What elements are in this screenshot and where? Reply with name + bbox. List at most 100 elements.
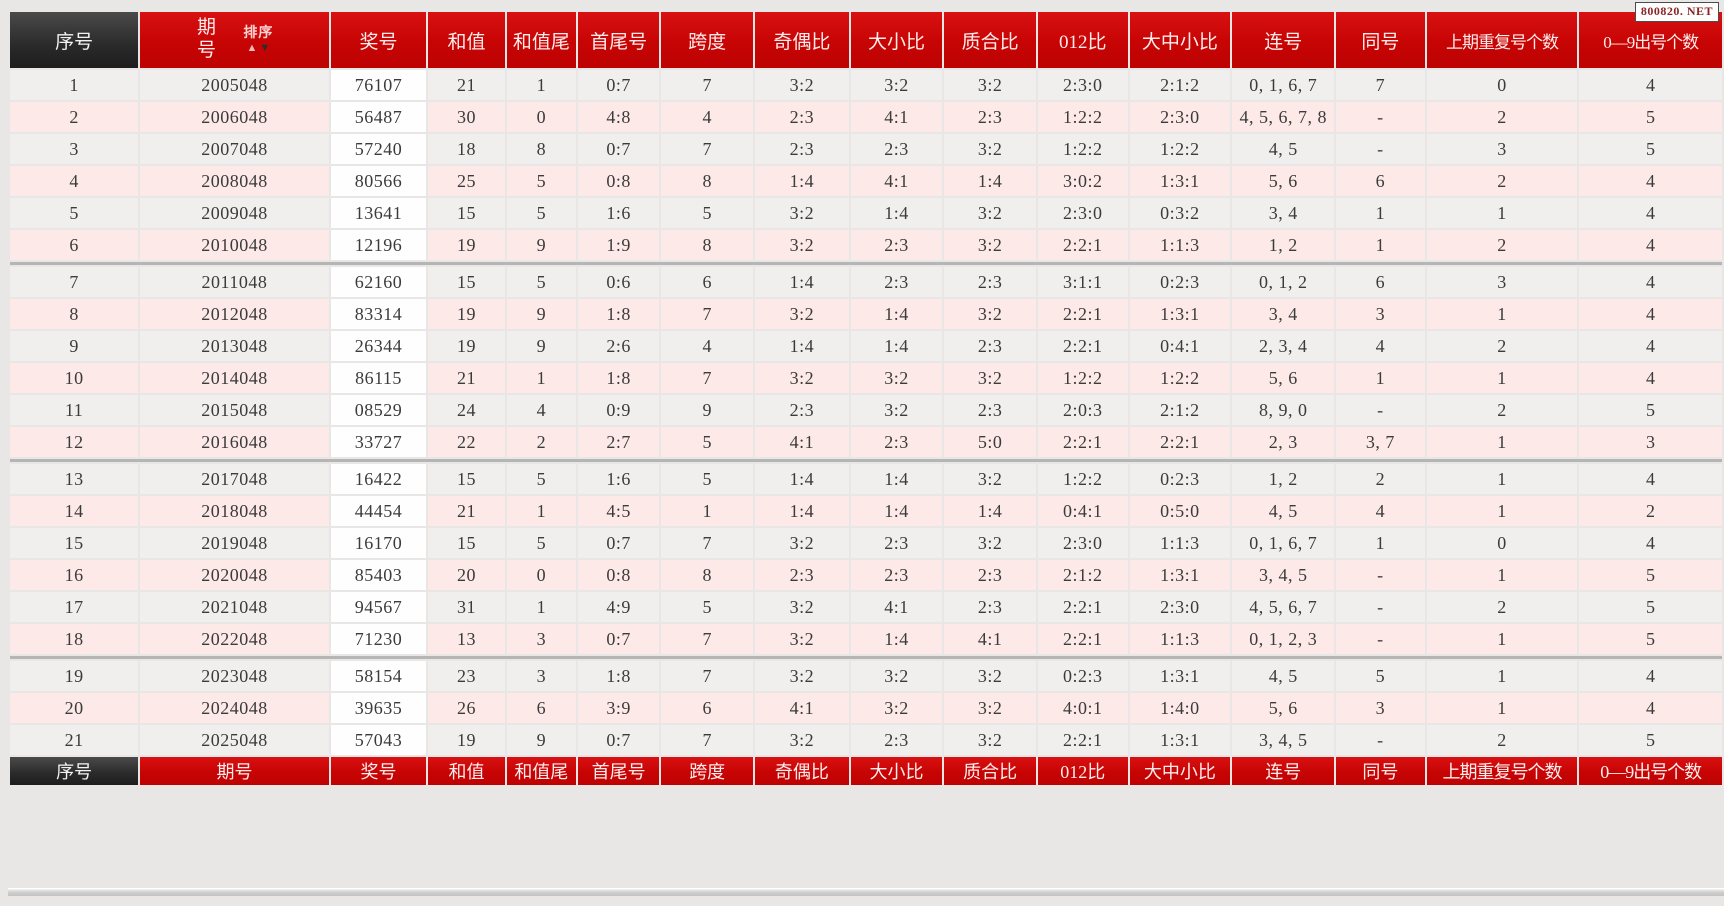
cell: 0:5:0 bbox=[1129, 496, 1231, 526]
cell: 1:2:2 bbox=[1037, 363, 1128, 393]
cell: 1 bbox=[506, 363, 576, 393]
cell: 26 bbox=[428, 693, 505, 723]
cell: 4:1 bbox=[755, 427, 849, 457]
cell: 16422 bbox=[330, 464, 427, 494]
footer-digit-count: 0—9出号个数 bbox=[1579, 757, 1722, 785]
cell: 4:1 bbox=[944, 624, 1036, 654]
cell: 7 bbox=[661, 528, 753, 558]
cell: 5 bbox=[1579, 395, 1722, 425]
table-row: 3 2007048 57240 18 8 0:7 7 2:3 2:3 3:2 1:2:2 1:2:2 4… bbox=[10, 134, 1722, 164]
cell: - bbox=[1336, 395, 1425, 425]
cell: 4 bbox=[661, 102, 753, 132]
cell: 2:2:1 bbox=[1037, 230, 1128, 260]
cell: 3:9 bbox=[577, 693, 660, 723]
cell: 3, 4, 5 bbox=[1232, 725, 1335, 755]
cell: 5 bbox=[1579, 134, 1722, 164]
cell: 3:2 bbox=[944, 299, 1036, 329]
cell: 4 bbox=[1579, 693, 1722, 723]
cell: 5 bbox=[506, 528, 576, 558]
cell: 1, 2 bbox=[1232, 464, 1335, 494]
cell: 8, 9, 0 bbox=[1232, 395, 1335, 425]
cell: 2:1:2 bbox=[1129, 395, 1231, 425]
table-row: 1 2005048 76107 21 1 0:7 7 3:2 3:2 3:2 2:3:0 2:1:2 0… bbox=[10, 70, 1722, 100]
cell: 2017048 bbox=[140, 464, 329, 494]
cell: 7 bbox=[661, 624, 753, 654]
cell: 23 bbox=[428, 661, 505, 691]
cell: 3:2 bbox=[755, 528, 849, 558]
cell: - bbox=[1336, 134, 1425, 164]
table-row: 5 2009048 13641 15 5 1:6 5 3:2 1:4 3:2 2:3:0 0:3:2 3… bbox=[10, 198, 1722, 228]
cell: 10 bbox=[10, 363, 139, 393]
cell: 0:9 bbox=[577, 395, 660, 425]
col-header-first-last: 首尾号 bbox=[577, 12, 660, 68]
cell: 1:1:3 bbox=[1129, 230, 1231, 260]
table-row: 8 2012048 83314 19 9 1:8 7 3:2 1:4 3:2 2:2:1 1:3:1 3… bbox=[10, 299, 1722, 329]
cell: 8 bbox=[661, 166, 753, 196]
cell: 5 bbox=[1579, 560, 1722, 590]
footer-row: 序号 期号 奖号 和值 和值尾 首尾号 跨度 奇偶比 大小比 质合比 012比 … bbox=[10, 757, 1722, 785]
cell: 22 bbox=[428, 427, 505, 457]
cell: 1 bbox=[1426, 198, 1578, 228]
cell: 2014048 bbox=[140, 363, 329, 393]
cell: 5, 6 bbox=[1232, 166, 1335, 196]
cell: - bbox=[1336, 725, 1425, 755]
cell: 0 bbox=[506, 560, 576, 590]
cell: 7 bbox=[10, 267, 139, 297]
cell: 3:2 bbox=[944, 70, 1036, 100]
cell: 3:2 bbox=[755, 70, 849, 100]
cell: 1 bbox=[10, 70, 139, 100]
table-row: 21 2025048 57043 19 9 0:7 7 3:2 2:3 3:2 2:2:1 1:3:1… bbox=[10, 725, 1722, 755]
cell: 1:4 bbox=[850, 299, 943, 329]
cell: 3:0:2 bbox=[1037, 166, 1128, 196]
table-row: 16 2020048 85403 20 0 0:8 8 2:3 2:3 2:3 2:1:2 1:3:1… bbox=[10, 560, 1722, 590]
cell: 1:4:0 bbox=[1129, 693, 1231, 723]
cell: 1:4 bbox=[850, 624, 943, 654]
cell: 3 bbox=[1426, 134, 1578, 164]
cell: 0:2:3 bbox=[1037, 661, 1128, 691]
cell: 4:0:1 bbox=[1037, 693, 1128, 723]
sort-asc-icon[interactable]: ▲ bbox=[246, 41, 258, 54]
cell: 39635 bbox=[330, 693, 427, 723]
cell: 2:3:0 bbox=[1129, 102, 1231, 132]
cell: 3:2 bbox=[944, 230, 1036, 260]
col-header-serial: 序号 bbox=[10, 12, 139, 68]
cell: 5 bbox=[1579, 592, 1722, 622]
cell: 1:4 bbox=[755, 331, 849, 361]
col-header-sum: 和值 bbox=[428, 12, 505, 68]
cell: 2:2:1 bbox=[1129, 427, 1231, 457]
sort-control[interactable]: 排序 ▲ ▼ bbox=[243, 25, 274, 54]
cell: 3:2 bbox=[944, 528, 1036, 558]
cell: 1:3:1 bbox=[1129, 166, 1231, 196]
cell: 0, 1, 2, 3 bbox=[1232, 624, 1335, 654]
cell: 3:1:1 bbox=[1037, 267, 1128, 297]
sort-desc-icon[interactable]: ▼ bbox=[259, 41, 271, 54]
cell: 0:7 bbox=[577, 528, 660, 558]
cell: 6 bbox=[661, 267, 753, 297]
cell: 3 bbox=[1579, 427, 1722, 457]
cell: 80566 bbox=[330, 166, 427, 196]
cell: 2005048 bbox=[140, 70, 329, 100]
col-header-consecutive: 连号 bbox=[1232, 12, 1335, 68]
cell: 0:4:1 bbox=[1037, 496, 1128, 526]
cell: 4 bbox=[1579, 267, 1722, 297]
cell: 12196 bbox=[330, 230, 427, 260]
table-row: 12 2016048 33727 22 2 2:7 5 4:1 2:3 5:0 2:2:1 2:2:1… bbox=[10, 427, 1722, 457]
cell: 6 bbox=[1336, 166, 1425, 196]
cell: 4 bbox=[1336, 496, 1425, 526]
cell: 2010048 bbox=[140, 230, 329, 260]
col-header-repeat-count: 上期重复号个数 bbox=[1426, 12, 1578, 68]
cell: 2:1:2 bbox=[1129, 70, 1231, 100]
cell: 4 bbox=[1579, 299, 1722, 329]
bottom-divider bbox=[8, 888, 1724, 896]
cell: 21 bbox=[428, 70, 505, 100]
cell: 58154 bbox=[330, 661, 427, 691]
cell: 4, 5, 6, 7, 8 bbox=[1232, 102, 1335, 132]
cell: 1, 2 bbox=[1232, 230, 1335, 260]
cell: 2:3 bbox=[850, 267, 943, 297]
sort-label[interactable]: 排序 bbox=[243, 25, 274, 41]
table-row: 10 2014048 86115 21 1 1:8 7 3:2 3:2 3:2 1:2:2 1:2:2… bbox=[10, 363, 1722, 393]
cell: 2 bbox=[1426, 725, 1578, 755]
cell: 33727 bbox=[330, 427, 427, 457]
cell: 17 bbox=[10, 592, 139, 622]
cell: 2:3 bbox=[944, 267, 1036, 297]
